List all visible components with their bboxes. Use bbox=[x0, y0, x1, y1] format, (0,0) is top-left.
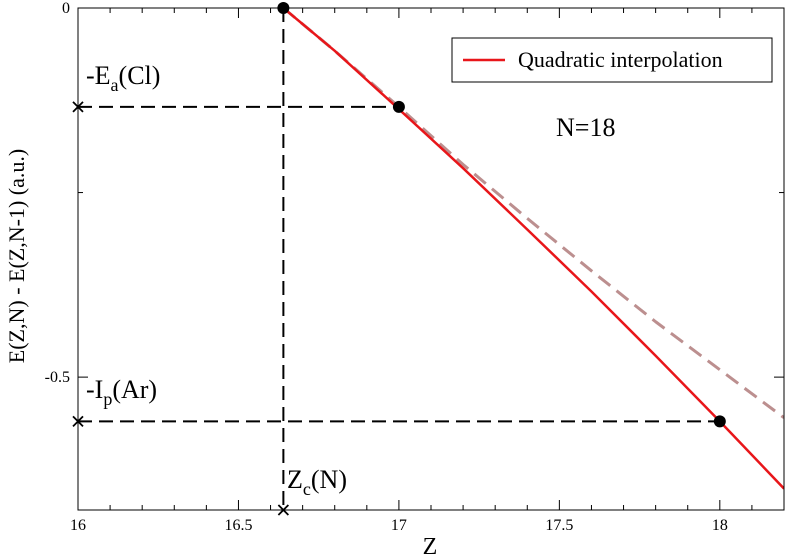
legend-label: Quadratic interpolation bbox=[518, 47, 723, 72]
plot-area bbox=[72, 2, 784, 516]
y-axis-label: E(Z,N) - E(Z,N-1) (a.u.) bbox=[4, 149, 29, 363]
guide-lines bbox=[78, 8, 720, 510]
x-axis-label: Z bbox=[423, 534, 438, 557]
series-layer bbox=[282, 8, 784, 490]
x-tick-label: 16 bbox=[70, 517, 86, 534]
x-tick-label: 17.5 bbox=[545, 517, 573, 534]
data-points bbox=[277, 2, 726, 428]
x-tick-label: 17 bbox=[391, 517, 407, 534]
axis-ticks: 16 16.5 17 17.5 18 0 -0.5 bbox=[45, 0, 784, 534]
annotation-ea-cl: -Ea(Cl) bbox=[86, 61, 160, 95]
legend-box bbox=[451, 37, 773, 83]
y-tick-label: -0.5 bbox=[45, 369, 70, 386]
y-tick-label: 0 bbox=[62, 0, 70, 17]
x-tick-label: 18 bbox=[712, 517, 728, 534]
legend: Quadratic interpolation bbox=[451, 37, 773, 83]
annotation-zc-n: Zc(N) bbox=[287, 465, 347, 499]
x-tick-label: 16.5 bbox=[224, 517, 252, 534]
annotation-n18: N=18 bbox=[556, 113, 615, 142]
annotation-ip-ar: -Ip(Ar) bbox=[86, 375, 157, 409]
data-point bbox=[392, 100, 405, 113]
series-line-quadratic bbox=[282, 8, 784, 490]
data-point bbox=[713, 415, 726, 428]
